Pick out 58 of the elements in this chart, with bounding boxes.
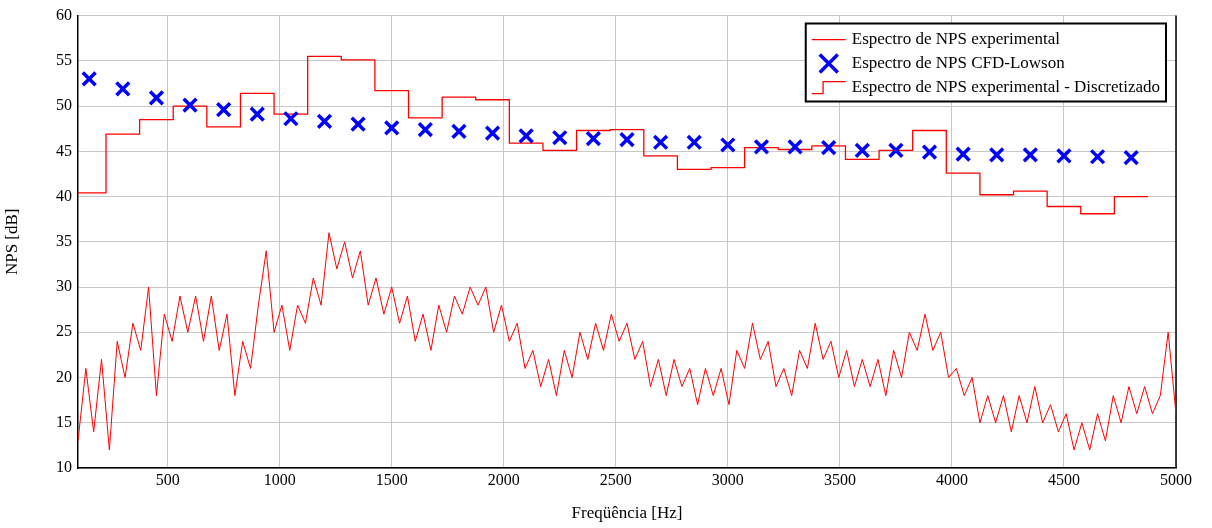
point [618,131,636,148]
x-tick-label: 3000 [711,470,744,488]
point [1055,147,1073,164]
y-tick-label: 25 [56,322,72,340]
point [921,144,938,161]
x-axis-title: Freqüência [Hz] [571,503,683,523]
x-tick-label: 4000 [935,470,968,488]
y-tick-label: 30 [56,277,72,295]
point [148,89,165,107]
point [249,106,266,123]
y-tick-label: 20 [56,367,72,385]
point [652,134,669,151]
point [518,127,535,145]
point [686,134,703,151]
y-tick-label: 60 [56,5,72,23]
point [820,139,837,156]
point [114,80,131,97]
legend-label: Espectro de NPS experimental - Discretizado [851,77,1161,97]
point [215,101,232,118]
x-tick-label: 2500 [599,470,632,488]
point [383,119,400,136]
x-tick-label: 4500 [1047,470,1080,488]
y-tick-label: 45 [56,141,72,159]
point [181,97,199,114]
x-tick-label: 1000 [263,470,296,488]
point [1022,146,1039,164]
point [551,129,568,146]
point [349,116,367,133]
y-tick-label: 55 [56,51,72,69]
point [450,123,468,140]
legend-label: Espectro de NPS CFD-Lowson [851,53,1066,73]
x-tick-label: 5000 [1160,470,1192,488]
point [1089,148,1106,165]
point [854,142,871,159]
legend-label: Espectro de NPS experimental [851,29,1061,49]
point [484,125,501,142]
y-tick-label: 40 [56,186,72,204]
point [585,130,602,147]
x-tick-label: 1500 [375,470,408,488]
point [81,70,98,88]
point [1123,149,1140,166]
y-tick-label: 50 [56,96,72,114]
x-tick-label: 2000 [487,470,520,488]
point [786,138,804,155]
point [988,146,1005,164]
y-tick-label: 35 [56,232,72,249]
x-tick-label: 500 [155,470,180,488]
point [719,136,736,154]
y-tick-label: 10 [56,458,72,476]
y-tick-label: 15 [56,412,72,430]
x-tick-label: 3500 [823,470,856,488]
point [282,110,299,127]
point [417,121,434,138]
point [955,145,972,163]
point [887,142,905,159]
y-axis-title: NPS [dB] [1,208,21,276]
point [753,138,770,155]
point [316,113,333,130]
